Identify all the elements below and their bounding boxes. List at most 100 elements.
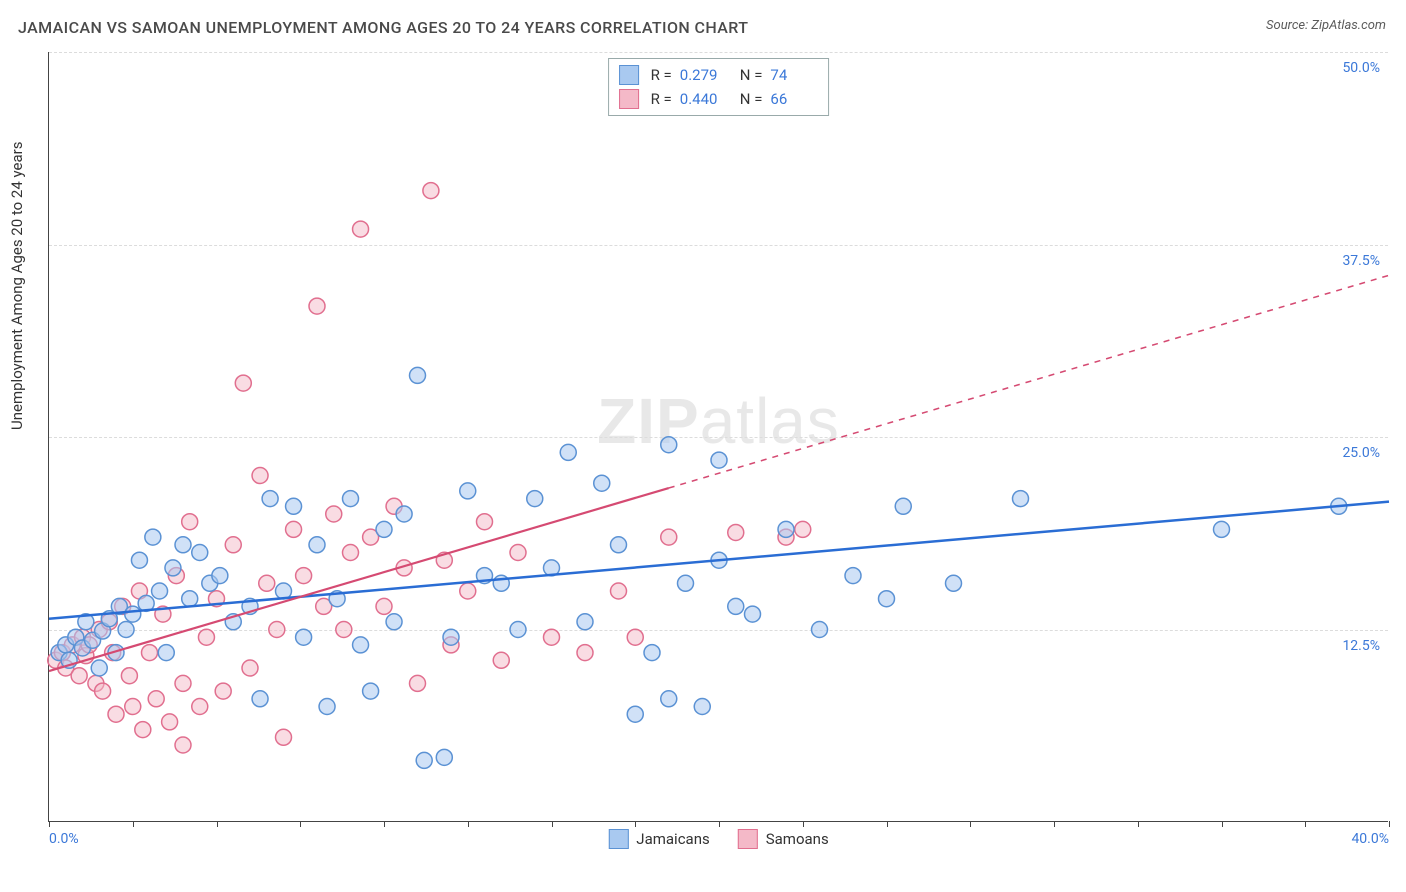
data-point — [661, 437, 677, 453]
data-point — [118, 622, 134, 638]
data-point — [661, 691, 677, 707]
data-point — [95, 683, 111, 699]
data-point — [1214, 521, 1230, 537]
data-point — [386, 614, 402, 630]
legend-series: Jamaicans Samoans — [608, 829, 828, 849]
data-point — [198, 629, 214, 645]
data-point — [125, 606, 141, 622]
data-point — [252, 468, 268, 484]
data-point — [510, 545, 526, 561]
data-point — [363, 683, 379, 699]
data-point — [148, 691, 164, 707]
data-point — [165, 560, 181, 576]
data-point — [577, 614, 593, 630]
data-point — [410, 675, 426, 691]
data-point — [296, 568, 312, 584]
data-point — [711, 452, 727, 468]
data-point — [353, 637, 369, 653]
legend-swatch-jamaicans — [619, 65, 639, 85]
data-point — [182, 514, 198, 530]
legend-swatch-icon — [608, 829, 628, 849]
data-point — [946, 575, 962, 591]
x-tick-label: 40.0% — [1351, 831, 1389, 847]
x-tick-label: 0.0% — [49, 831, 79, 847]
data-point — [225, 537, 241, 553]
data-point — [108, 706, 124, 722]
data-point — [296, 629, 312, 645]
data-point — [286, 521, 302, 537]
data-point — [493, 652, 509, 668]
data-point — [560, 444, 576, 460]
data-point — [879, 591, 895, 607]
y-axis-label: Unemployment Among Ages 20 to 24 years — [8, 142, 26, 430]
data-point — [175, 675, 191, 691]
data-point — [121, 668, 137, 684]
data-point — [326, 506, 342, 522]
data-point — [145, 529, 161, 545]
data-point — [661, 529, 677, 545]
data-point — [343, 545, 359, 561]
data-point — [728, 598, 744, 614]
data-point — [477, 514, 493, 530]
data-point — [215, 683, 231, 699]
data-point — [895, 498, 911, 514]
legend-item-samoans: Samoans — [738, 829, 829, 849]
data-point — [212, 568, 228, 584]
data-point — [627, 629, 643, 645]
data-point — [252, 691, 268, 707]
data-point — [376, 598, 392, 614]
data-point — [269, 622, 285, 638]
data-point — [276, 729, 292, 745]
data-point — [644, 645, 660, 661]
data-point — [142, 645, 158, 661]
legend-swatch-samoans — [619, 89, 639, 109]
scatter-svg — [49, 52, 1388, 821]
data-point — [678, 575, 694, 591]
data-point — [611, 583, 627, 599]
data-point — [262, 491, 278, 507]
n-value-samoans: 66 — [770, 90, 818, 108]
data-point — [286, 498, 302, 514]
data-point — [235, 375, 251, 391]
data-point — [353, 221, 369, 237]
data-point — [795, 521, 811, 537]
data-point — [192, 545, 208, 561]
data-point — [423, 183, 439, 199]
data-point — [845, 568, 861, 584]
source-label: Source: ZipAtlas.com — [1266, 18, 1386, 33]
chart-plot-area: ZIPatlas 12.5%25.0%37.5%50.0% 0.0%40.0% … — [48, 52, 1388, 822]
data-point — [443, 629, 459, 645]
legend-item-jamaicans: Jamaicans — [608, 829, 709, 849]
legend-swatch-icon — [738, 829, 758, 849]
data-point — [510, 622, 526, 638]
data-point — [158, 645, 174, 661]
data-point — [410, 367, 426, 383]
data-point — [71, 668, 87, 684]
data-point — [135, 722, 151, 738]
legend-label-jamaicans: Jamaicans — [636, 830, 709, 848]
data-point — [416, 752, 432, 768]
data-point — [175, 737, 191, 753]
data-point — [396, 506, 412, 522]
data-point — [125, 699, 141, 715]
n-value-jamaicans: 74 — [770, 66, 818, 84]
data-point — [436, 749, 452, 765]
data-point — [812, 622, 828, 638]
data-point — [376, 521, 392, 537]
data-point — [175, 537, 191, 553]
data-point — [131, 552, 147, 568]
data-point — [745, 606, 761, 622]
data-point — [91, 660, 107, 676]
data-point — [577, 645, 593, 661]
data-point — [182, 591, 198, 607]
data-point — [309, 298, 325, 314]
chart-title: JAMAICAN VS SAMOAN UNEMPLOYMENT AMONG AG… — [18, 18, 748, 37]
data-point — [527, 491, 543, 507]
data-point — [162, 714, 178, 730]
legend-correlation-box: R = 0.279 N = 74 R = 0.440 N = 66 — [608, 58, 830, 116]
r-value-jamaicans: 0.279 — [680, 66, 728, 84]
data-point — [728, 524, 744, 540]
data-point — [1013, 491, 1029, 507]
data-point — [259, 575, 275, 591]
r-value-samoans: 0.440 — [680, 90, 728, 108]
